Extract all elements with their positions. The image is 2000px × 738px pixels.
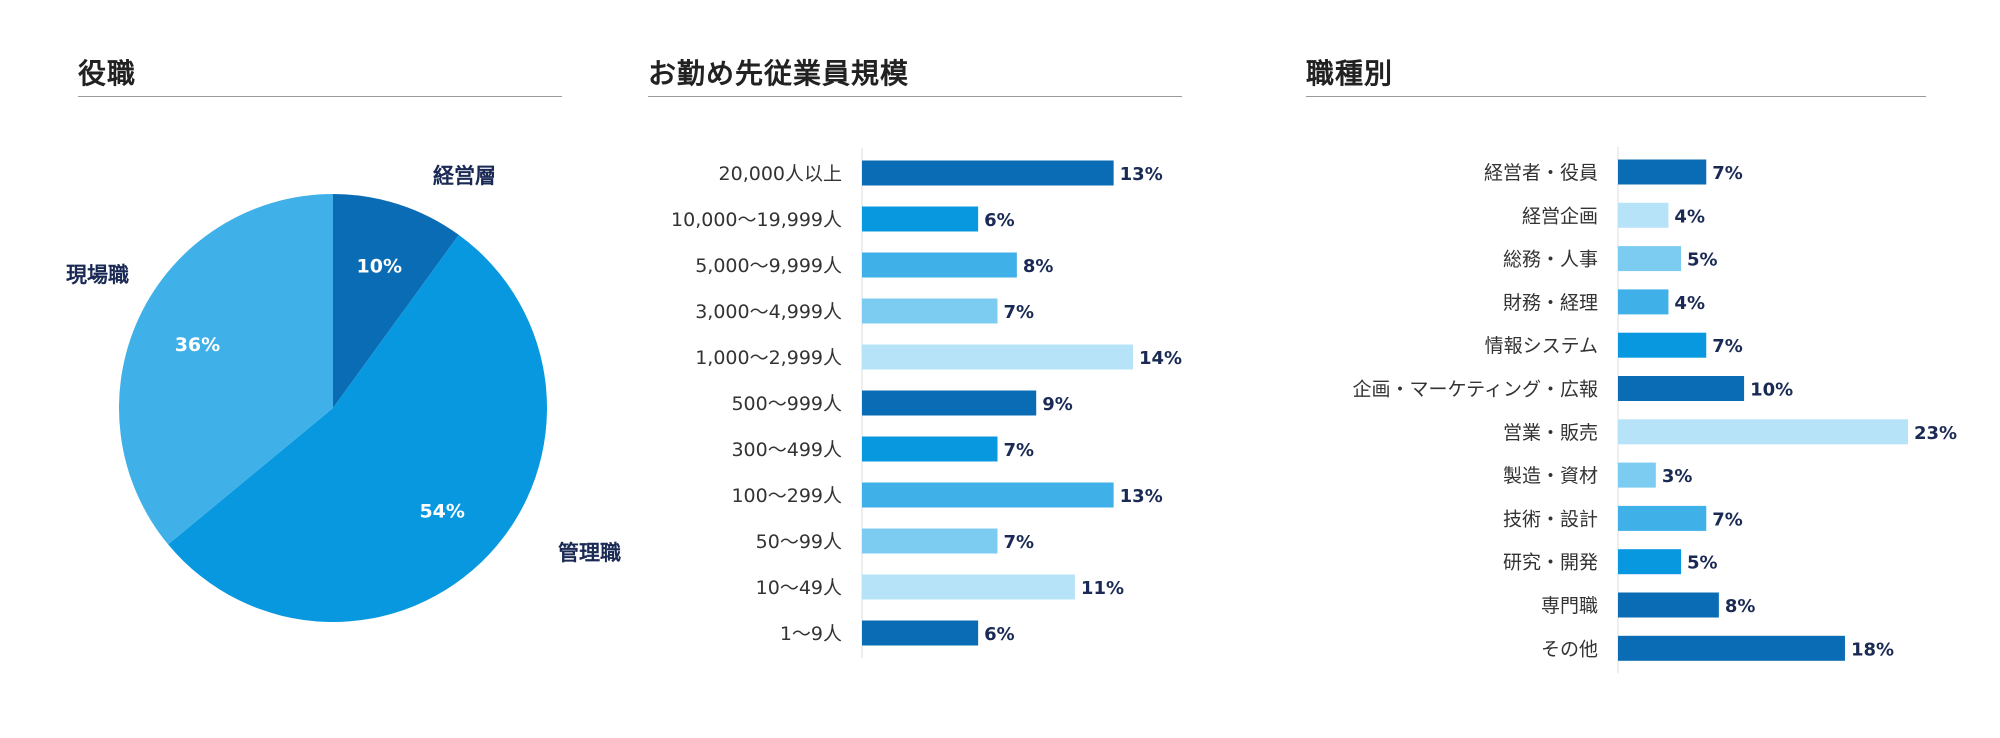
pie-slice — [119, 194, 333, 545]
bar-category-label: 情報システム — [1485, 335, 1598, 357]
company-size-bar-chart: 20,000人以上 13% 10,000〜19,999人 6% 5,000〜9,999人… — [671, 148, 1182, 658]
bar-value-label: 10% — [1750, 380, 1793, 401]
pie-slice-category-label: 現場職 — [66, 263, 129, 287]
bar — [862, 344, 1133, 370]
bar-category-label: 企画・マーケティング・広報 — [1353, 379, 1598, 401]
pie-slice-category-label: 経営層 — [433, 164, 496, 188]
bar — [1618, 376, 1745, 401]
pie-slice — [333, 194, 459, 408]
bar-category-label: 財務・経理 — [1503, 292, 1598, 314]
bar-value-label: 4% — [1674, 206, 1705, 227]
bar-category-label: その他 — [1541, 638, 1598, 660]
bar-category-label: 1,000〜2,999人 — [695, 347, 842, 369]
position-pie-chart: 10% 経営層 54% 管理職 36% 現場職 — [66, 164, 621, 623]
bar-category-label: 10〜49人 — [756, 577, 842, 599]
bar — [862, 252, 1017, 278]
bar-value-label: 14% — [1139, 348, 1182, 369]
bar — [862, 620, 979, 646]
bar-category-label: 技術・設計 — [1503, 508, 1598, 530]
bar — [862, 574, 1075, 600]
bar — [862, 436, 998, 462]
bar-value-label: 13% — [1120, 164, 1163, 185]
bar-value-label: 8% — [1725, 596, 1756, 617]
bar-category-label: 経営者・役員 — [1484, 162, 1598, 184]
position-chart-divider — [78, 96, 562, 97]
bar-value-label: 23% — [1914, 423, 1957, 444]
pie-slice — [168, 234, 547, 623]
job-type-chart-panel: 職種別 経営者・役員 7% 経営企画 4% 総務・人事 5% 財務・経理 4% 情報システム 7%… — [1306, 0, 1957, 738]
bar-value-label: 7% — [1004, 302, 1035, 323]
bar — [1618, 246, 1682, 272]
company-size-chart-divider — [648, 96, 1182, 97]
bar-category-label: 専門職 — [1541, 595, 1598, 617]
position-chart-title: 役職 — [78, 57, 137, 90]
bar-value-label: 7% — [1004, 532, 1035, 553]
bar-value-label: 5% — [1687, 553, 1718, 574]
bar — [862, 206, 979, 232]
position-chart-panel: 役職 10% 経営層 54% 管理職 36% 現場職 — [66, 0, 621, 738]
pie-slice-value-label: 10% — [357, 256, 402, 278]
bar-category-label: 営業・販売 — [1503, 422, 1598, 444]
bar-category-label: 製造・資材 — [1503, 465, 1598, 487]
bar-category-label: 500〜999人 — [731, 393, 842, 415]
bar-category-label: 100〜299人 — [731, 485, 842, 507]
bar — [1618, 549, 1682, 575]
bar-value-label: 7% — [1712, 336, 1743, 357]
bar-category-label: 経営企画 — [1522, 205, 1598, 227]
bar-category-label: 300〜499人 — [731, 439, 842, 461]
bar-category-label: 3,000〜4,999人 — [695, 301, 842, 323]
bar — [862, 390, 1037, 416]
bar-category-label: 5,000〜9,999人 — [695, 255, 842, 277]
job-type-chart-title: 職種別 — [1306, 57, 1394, 90]
bar-value-label: 6% — [984, 210, 1015, 231]
bar — [1618, 592, 1719, 618]
bar — [1618, 419, 1908, 445]
bar — [1618, 505, 1707, 531]
bar — [1618, 462, 1656, 488]
bar-category-label: 20,000人以上 — [719, 163, 842, 185]
bar-value-label: 4% — [1674, 293, 1705, 314]
bar-value-label: 5% — [1687, 250, 1718, 271]
bar — [862, 482, 1114, 508]
bar-value-label: 18% — [1851, 639, 1894, 660]
bar-category-label: 1〜9人 — [780, 623, 842, 645]
bar-value-label: 7% — [1004, 440, 1035, 461]
job-type-chart-divider — [1306, 96, 1926, 97]
bar-value-label: 7% — [1712, 163, 1743, 184]
bar-value-label: 13% — [1120, 486, 1163, 507]
bar — [862, 528, 998, 554]
bar — [862, 160, 1114, 186]
pie-slice-value-label: 36% — [175, 334, 220, 356]
bar-value-label: 9% — [1042, 394, 1073, 415]
bar-value-label: 3% — [1662, 466, 1693, 487]
bar — [1618, 289, 1669, 315]
bar-category-label: 50〜99人 — [756, 531, 842, 553]
bar-category-label: 研究・開発 — [1503, 552, 1598, 574]
bar-value-label: 6% — [984, 624, 1015, 645]
company-size-chart-panel: お勤め先従業員規模 20,000人以上 13% 10,000〜19,999人 6% 5,… — [648, 0, 1182, 738]
bar-category-label: 総務・人事 — [1503, 249, 1598, 271]
bar-value-label: 7% — [1712, 509, 1743, 530]
pie-slice-category-label: 管理職 — [558, 541, 621, 565]
pie-slice-value-label: 54% — [419, 501, 464, 523]
bar — [1618, 159, 1707, 185]
bar-value-label: 8% — [1023, 256, 1054, 277]
company-size-chart-title: お勤め先従業員規模 — [648, 57, 910, 90]
bar-category-label: 10,000〜19,999人 — [671, 209, 842, 231]
bar — [862, 298, 998, 324]
bar — [1618, 202, 1669, 228]
bar-value-label: 11% — [1081, 578, 1124, 599]
bar — [1618, 332, 1707, 358]
bar — [1618, 635, 1845, 661]
job-type-bar-chart: 経営者・役員 7% 経営企画 4% 総務・人事 5% 財務・経理 4% 情報システム 7% 企画・マ… — [1353, 147, 1957, 674]
